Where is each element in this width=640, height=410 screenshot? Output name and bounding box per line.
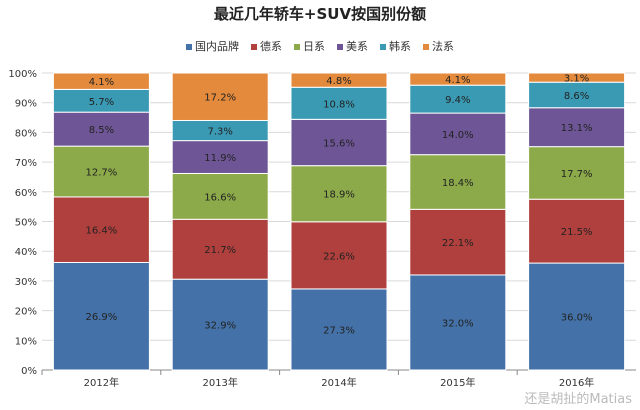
data-label: 9.4% <box>445 95 470 106</box>
bar-segment <box>290 221 388 290</box>
y-tick-label: 10% <box>15 336 37 347</box>
y-tick-label: 100% <box>8 69 37 80</box>
data-label: 18.9% <box>323 190 355 201</box>
data-label: 12.7% <box>86 168 118 179</box>
legend-item: 法系 <box>423 38 454 54</box>
legend-item: 日系 <box>294 38 325 54</box>
data-label: 32.0% <box>442 318 474 329</box>
legend-swatch <box>294 44 300 50</box>
legend-swatch <box>251 44 257 50</box>
data-label: 14.0% <box>442 130 474 141</box>
bar-segment <box>528 107 626 148</box>
legend-label: 德系 <box>260 40 282 53</box>
bar-segment <box>290 72 388 88</box>
y-tick-label: 40% <box>15 247 37 258</box>
x-tick-label: 2012年 <box>84 376 119 389</box>
bar-segment <box>52 145 150 198</box>
bar-segment <box>171 140 269 174</box>
y-tick-label: 90% <box>15 99 37 110</box>
bar-segment <box>528 146 626 200</box>
data-label: 32.9% <box>204 321 236 332</box>
data-label: 15.6% <box>323 138 355 149</box>
bar-segment <box>171 72 269 121</box>
watermark: 还是胡扯的Matias <box>524 392 632 407</box>
data-label: 5.7% <box>89 97 114 108</box>
legend: 国内品牌 德系 日系 美系 韩系 法系 <box>0 38 640 54</box>
data-label: 36.0% <box>561 313 593 324</box>
bar-segment <box>52 196 150 263</box>
legend-swatch <box>186 44 192 50</box>
data-label: 16.4% <box>86 226 118 237</box>
data-label: 3.1% <box>564 74 589 85</box>
data-label: 4.1% <box>89 77 114 88</box>
bar-segment <box>171 218 269 280</box>
data-label: 10.8% <box>323 99 355 110</box>
x-tick-label: 2013年 <box>202 376 237 389</box>
data-label: 27.3% <box>323 325 355 336</box>
bar-segment <box>171 172 269 220</box>
data-label: 17.7% <box>561 169 593 180</box>
bar-segment <box>409 72 507 86</box>
legend-label: 国内品牌 <box>195 40 239 53</box>
bar-segment <box>528 198 626 264</box>
x-tick-label: 2016年 <box>559 376 594 389</box>
data-label: 8.5% <box>89 125 114 136</box>
data-label: 11.9% <box>204 153 236 164</box>
y-tick-label: 20% <box>15 307 37 318</box>
data-label: 21.7% <box>204 245 236 256</box>
bar-segment <box>409 274 507 371</box>
y-tick-label: 50% <box>15 218 37 229</box>
legend-swatch <box>423 44 429 50</box>
bar-segment <box>528 72 626 83</box>
data-label: 4.1% <box>445 75 470 86</box>
data-label: 17.2% <box>204 93 236 104</box>
y-tick-label: 70% <box>15 158 37 169</box>
bar-segment <box>528 262 626 371</box>
bar-segment <box>171 278 269 371</box>
bar-segment <box>290 288 388 371</box>
data-label: 21.5% <box>561 227 593 238</box>
data-label: 26.9% <box>86 312 118 323</box>
legend-item: 德系 <box>251 38 282 54</box>
legend-item: 国内品牌 <box>186 38 239 54</box>
y-tick-label: 60% <box>15 188 37 199</box>
data-label: 18.4% <box>442 178 474 189</box>
legend-swatch <box>380 44 386 50</box>
bar-segment <box>52 261 150 371</box>
data-label: 8.6% <box>564 91 589 102</box>
bar-segment <box>409 154 507 210</box>
legend-label: 法系 <box>432 40 454 53</box>
legend-label: 日系 <box>303 40 325 53</box>
data-label: 7.3% <box>207 127 232 138</box>
data-label: 16.6% <box>204 192 236 203</box>
legend-label: 韩系 <box>389 40 411 53</box>
bar-segment <box>290 86 388 120</box>
bar-segment <box>290 165 388 223</box>
data-label: 22.1% <box>442 238 474 249</box>
bar-segment <box>528 81 626 109</box>
data-label: 4.8% <box>326 76 351 87</box>
y-tick-label: 30% <box>15 277 37 288</box>
bar-segment <box>52 111 150 147</box>
legend-item: 美系 <box>337 38 368 54</box>
data-label: 13.1% <box>561 123 593 134</box>
data-label: 22.6% <box>323 251 355 262</box>
legend-swatch <box>337 44 343 50</box>
bar-segment <box>409 112 507 156</box>
chart-title: 最近几年轿车+SUV按国别份额 <box>213 5 427 23</box>
x-tick-label: 2015年 <box>440 376 475 389</box>
legend-label: 美系 <box>346 40 368 53</box>
x-tick-label: 2014年 <box>321 376 356 389</box>
legend-item: 韩系 <box>380 38 411 54</box>
y-tick-label: 0% <box>21 366 37 377</box>
bar-segment <box>52 72 150 90</box>
y-tick-label: 80% <box>15 128 37 139</box>
bar-segment <box>290 118 388 167</box>
